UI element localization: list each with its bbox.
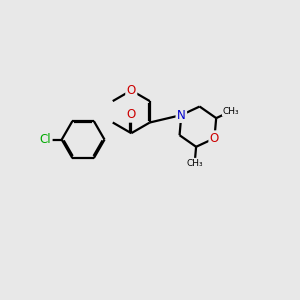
Text: Cl: Cl	[40, 133, 51, 146]
Text: N: N	[177, 109, 186, 122]
Text: O: O	[127, 84, 136, 97]
Text: O: O	[210, 132, 219, 145]
Text: CH₃: CH₃	[186, 159, 203, 168]
Text: O: O	[127, 108, 136, 121]
Text: CH₃: CH₃	[223, 107, 239, 116]
